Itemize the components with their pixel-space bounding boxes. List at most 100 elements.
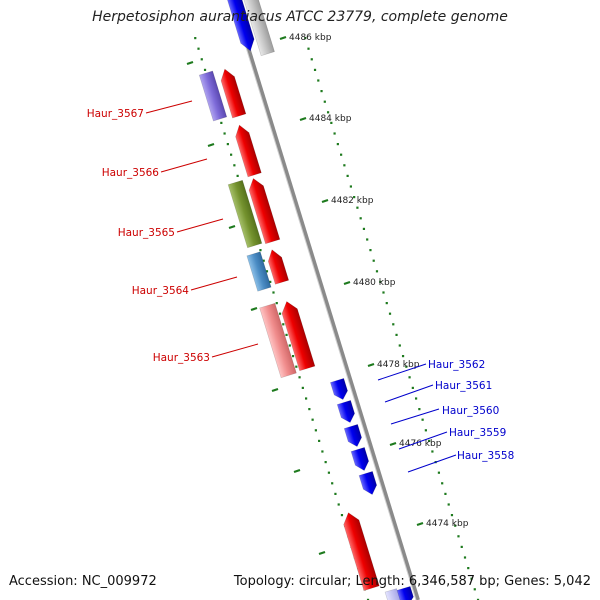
tick-dot (395, 333, 398, 336)
leader-line (407, 454, 457, 473)
gene-label: Haur_3560 (442, 405, 499, 417)
tick-dot (304, 37, 307, 40)
tick-dot (330, 121, 333, 124)
tick-dot (444, 492, 447, 495)
tick-dot (476, 598, 480, 600)
scale-tick-label: 4484 kbp (309, 114, 352, 124)
tick-dot (359, 217, 362, 220)
tick-dot (375, 270, 379, 273)
gene-arrow[interactable] (243, 0, 275, 57)
major-tick (318, 550, 326, 556)
gene-arrow[interactable] (218, 67, 247, 119)
tick-dot (318, 439, 321, 442)
leader-line (190, 276, 238, 291)
gene-arrow[interactable] (246, 176, 281, 245)
gene-arrow[interactable] (358, 471, 379, 496)
tick-dot (265, 270, 269, 273)
major-tick (343, 280, 351, 286)
scale-labels: 4486 kbp 4484 kbp 4482 kbp 4480 kbp 4478… (289, 33, 469, 529)
gene-arrow[interactable] (384, 588, 402, 600)
tick-dot (366, 598, 370, 600)
tick-dot (308, 408, 311, 411)
gene-label: Haur_3567 (87, 108, 144, 120)
tick-dot (272, 291, 275, 294)
leader-line (398, 431, 448, 450)
gene-arrow[interactable] (259, 302, 297, 379)
tick-dot (226, 143, 229, 146)
tick-dot (362, 227, 366, 230)
leader-line (384, 384, 434, 403)
tick-dot (311, 418, 314, 421)
gene-arrow[interactable] (279, 299, 316, 372)
tick-dot (401, 355, 405, 358)
scale-tick-label: 4480 kbp (353, 278, 396, 288)
tick-dot (340, 153, 343, 156)
gene-arrow[interactable] (226, 0, 257, 53)
tick-dot (411, 386, 414, 389)
tick-dot (418, 408, 421, 411)
scale-tick-label: 4478 kbp (377, 360, 420, 370)
tick-dot (275, 302, 278, 305)
tick-dot (431, 450, 434, 453)
gene-arrow[interactable] (198, 70, 228, 122)
gene-label: Haur_3563 (153, 352, 210, 364)
tick-dot (405, 365, 408, 368)
tick-dot (349, 185, 352, 188)
tick-dot (454, 524, 457, 527)
tick-dot (414, 397, 418, 400)
tick-dot (323, 100, 326, 103)
gene-arrow[interactable] (343, 424, 364, 448)
tick-dot (236, 174, 239, 177)
tick-dot (424, 429, 427, 432)
gene-arrow[interactable] (329, 378, 349, 401)
tick-dot (310, 58, 313, 61)
tick-dot (392, 323, 395, 326)
tick-dot (356, 206, 359, 209)
tick-dot (220, 121, 223, 124)
tick-dot (223, 132, 226, 135)
tick-dot (441, 482, 444, 485)
gene-arrow[interactable] (336, 400, 357, 424)
tick-dot (408, 376, 411, 379)
gene-arrow[interactable] (265, 248, 290, 285)
major-tick (367, 362, 375, 368)
gene-arrow[interactable] (341, 510, 380, 591)
gene-arrow[interactable] (350, 447, 371, 472)
leader-line (211, 343, 259, 358)
gene-arrow[interactable] (233, 123, 262, 178)
tick-dots (186, 35, 480, 600)
leader-line (176, 218, 224, 233)
tick-dot (353, 196, 356, 199)
tick-dot (295, 365, 298, 368)
tick-dot (317, 79, 320, 82)
tick-dot (321, 450, 324, 453)
tick-dot (278, 312, 282, 315)
leader-line (390, 408, 440, 425)
major-tick (228, 224, 236, 230)
gene-arrow[interactable] (227, 179, 263, 249)
gene-label: Haur_3565 (118, 227, 175, 239)
tick-dot (285, 333, 288, 336)
major-tick (250, 306, 258, 312)
tick-dot (197, 47, 200, 50)
tick-dot (385, 302, 388, 305)
label-leader-lines (145, 100, 457, 473)
scale-tick-label: 4486 kbp (289, 33, 332, 43)
tick-dot (324, 461, 327, 464)
tick-dot (259, 249, 262, 252)
gene-arrow[interactable] (246, 251, 272, 292)
tick-dot (291, 355, 295, 358)
tick-dot (331, 482, 334, 485)
gene-label: Haur_3558 (457, 450, 514, 462)
gene-label: Haur_3559 (449, 427, 506, 439)
leader-line (377, 363, 427, 381)
tick-dot (304, 397, 308, 400)
tick-dot (298, 376, 301, 379)
scale-tick-label: 4474 kbp (426, 519, 469, 529)
tick-dot (334, 492, 337, 495)
tick-dot (437, 471, 441, 474)
tick-dot (460, 545, 463, 548)
major-tick (279, 35, 287, 41)
tick-dot (369, 249, 372, 252)
tick-dot (203, 68, 207, 71)
